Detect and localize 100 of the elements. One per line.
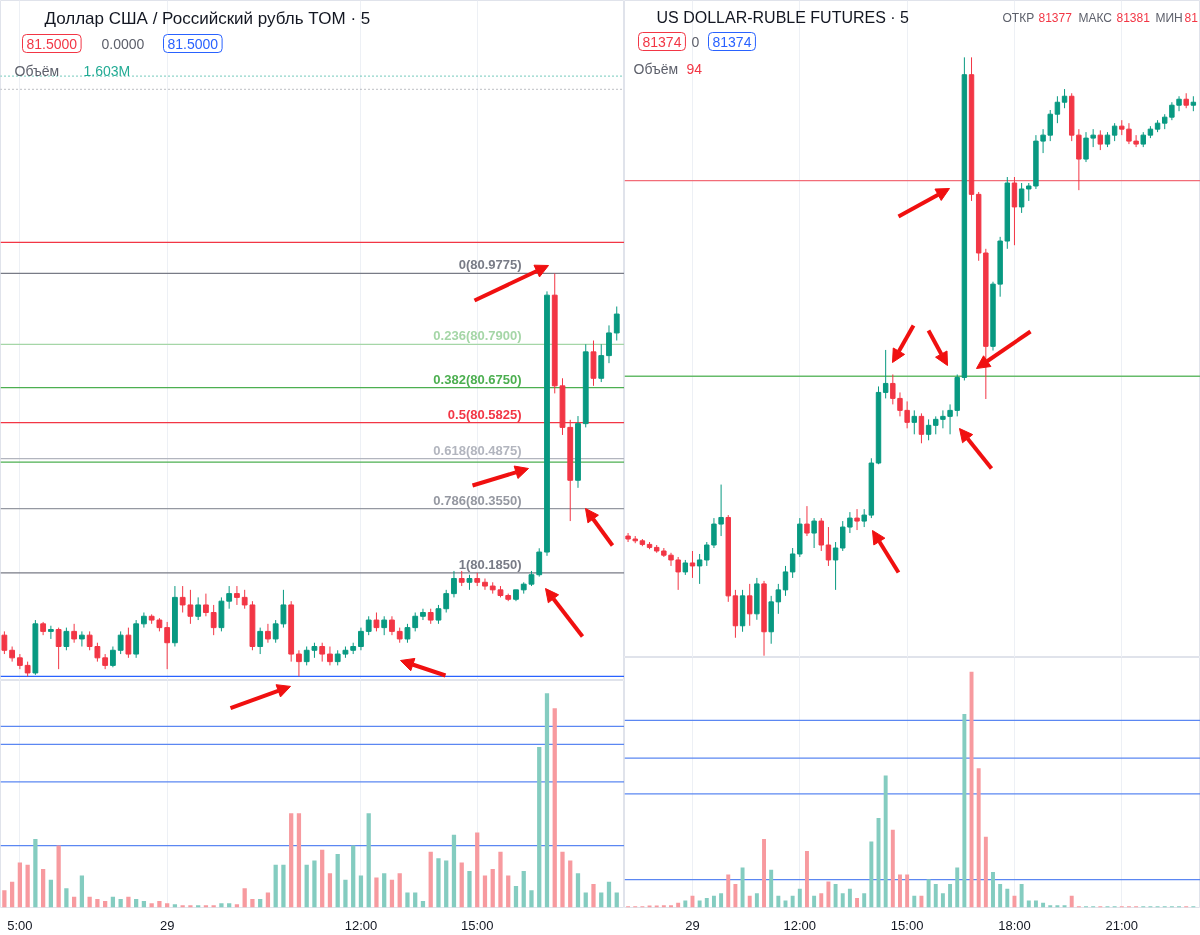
bar: [513, 886, 519, 908]
text: 0: [691, 33, 700, 50]
candlestick: [825, 526, 832, 567]
x-tick-label: 21:00: [1105, 917, 1139, 933]
candlestick: [257, 627, 264, 655]
candlestick: [1061, 88, 1068, 109]
bar: [397, 873, 402, 908]
candlestick: [606, 324, 612, 364]
x-tick-label: 29: [685, 917, 700, 933]
bar: [358, 875, 364, 908]
bar: [855, 898, 860, 908]
bar: [862, 893, 867, 908]
candlestick: [47, 625, 54, 640]
annotation: 94: [686, 60, 703, 77]
bar: [1069, 895, 1074, 908]
bar: [890, 829, 895, 908]
bar: [79, 875, 85, 908]
bar: [281, 864, 286, 908]
candlestick: [141, 612, 147, 629]
candlestick: [668, 552, 674, 567]
candlestick: [203, 593, 209, 617]
bar: [157, 901, 162, 908]
bar: [606, 881, 612, 908]
bar: [847, 888, 852, 908]
bar: [560, 851, 565, 908]
candlestick: [613, 306, 620, 341]
ref-line-label: 0(80.9775): [458, 257, 522, 273]
bar: [1019, 883, 1024, 908]
bar: [273, 864, 278, 908]
candlestick: [718, 484, 724, 537]
bar: [490, 868, 495, 908]
text: ОТКР: [1002, 10, 1035, 25]
candlestick: [1076, 128, 1082, 191]
bar: [719, 893, 724, 908]
candlestick: [811, 517, 817, 549]
candlestick: [818, 517, 824, 552]
candlestick: [210, 604, 217, 636]
bar: [797, 888, 802, 908]
candlestick: [435, 604, 442, 625]
candlestick: [832, 541, 839, 591]
annotation: 81.5000: [167, 35, 219, 52]
bar: [869, 841, 874, 908]
annotation: 0.0000: [101, 35, 145, 52]
candlestick: [78, 630, 85, 647]
bar: [482, 875, 488, 908]
bar: [48, 879, 54, 908]
candlestick: [782, 565, 789, 597]
bar: [544, 693, 550, 908]
candlestick: [747, 583, 753, 627]
bar: [905, 874, 910, 908]
bar: [304, 864, 309, 908]
x-tick-label: 15:00: [890, 917, 924, 933]
ref-line-label: 0.236(80.7900): [433, 328, 522, 344]
bar: [704, 898, 709, 908]
bar: [1026, 900, 1031, 908]
bar: [33, 838, 38, 908]
candlestick: [226, 585, 233, 610]
bar: [812, 895, 817, 908]
bar: [382, 873, 387, 908]
bar: [289, 813, 294, 908]
bar: [1005, 888, 1010, 908]
candlestick: [451, 570, 457, 598]
candlestick: [443, 589, 450, 613]
candlestick: [1133, 134, 1139, 148]
text: Доллар США / Российский рубль TOM · 5: [44, 9, 371, 28]
bar: [17, 862, 23, 908]
candlestick: [71, 623, 78, 644]
candlestick: [1054, 95, 1061, 124]
bar: [374, 877, 379, 908]
candlestick: [303, 646, 310, 666]
bar: [804, 850, 809, 908]
candlestick: [911, 409, 918, 435]
bar: [521, 871, 526, 908]
bar: [575, 873, 581, 908]
bar: [933, 883, 938, 908]
candlestick: [420, 608, 426, 621]
ref-line-label: 0.382(80.6750): [433, 371, 522, 387]
candlestick: [404, 623, 411, 644]
candlestick: [179, 585, 186, 613]
candlestick: [9, 646, 16, 663]
bar: [552, 708, 557, 908]
text: 81381: [1116, 11, 1151, 25]
candlestick: [711, 517, 717, 549]
bar: [926, 879, 931, 908]
bar: [436, 858, 441, 908]
bar: [840, 893, 845, 908]
bar: [747, 895, 752, 908]
bar: [762, 839, 766, 908]
candlestick: [925, 418, 932, 441]
bar: [312, 860, 317, 908]
annotation: Объём: [14, 62, 60, 79]
candlestick: [689, 550, 696, 579]
bar: [64, 888, 69, 908]
candlestick: [265, 623, 271, 644]
text: 81: [1184, 11, 1199, 25]
bar: [733, 883, 738, 908]
candlestick: [1126, 122, 1132, 145]
bar: [912, 895, 917, 908]
candlestick: [804, 505, 810, 537]
candlestick: [482, 578, 488, 591]
